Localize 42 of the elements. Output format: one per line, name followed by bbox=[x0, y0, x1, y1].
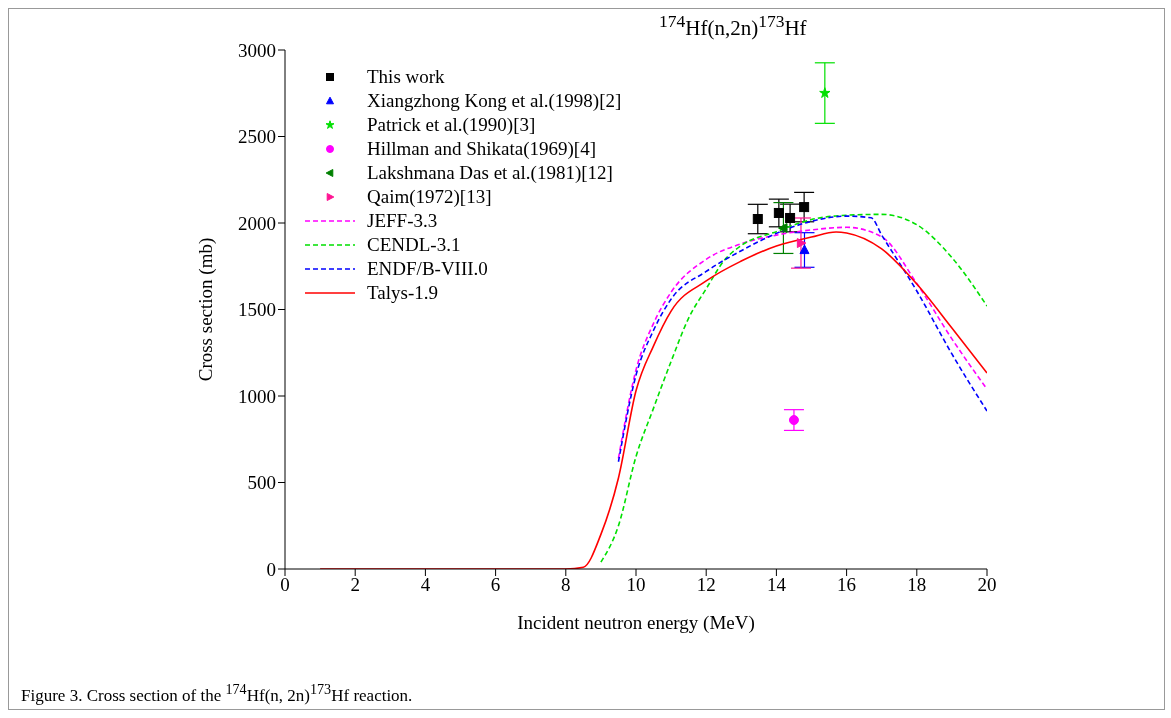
point bbox=[799, 202, 810, 213]
legend-label: Xiangzhong Kong et al.(1998)[2] bbox=[367, 89, 622, 113]
line-series bbox=[600, 213, 987, 563]
point bbox=[819, 87, 831, 98]
x-tick-label: 14 bbox=[766, 574, 787, 596]
point bbox=[799, 244, 810, 255]
point bbox=[788, 415, 799, 426]
y-tick-label: 0 bbox=[266, 558, 276, 580]
point bbox=[773, 207, 784, 218]
caption: Figure 3. Cross section of the $^{174}$Hf(n, 2n)$^{173}$Hf reaction. bbox=[21, 681, 413, 706]
point bbox=[777, 223, 788, 234]
y-tick-label: 1000 bbox=[238, 385, 276, 407]
legend-label: ENDF/B-VIII.0 bbox=[367, 257, 488, 281]
x-tick-label: 2 bbox=[350, 574, 360, 596]
legend-label: Patrick et al.(1990)[3] bbox=[367, 113, 536, 137]
point bbox=[796, 238, 807, 249]
y-tick-label: 1500 bbox=[238, 299, 276, 321]
point bbox=[785, 212, 796, 223]
y-tick-label: 3000 bbox=[238, 39, 276, 61]
legend-label: Hillman and Shikata(1969)[4] bbox=[367, 137, 597, 161]
legend-label: Lakshmana Das et al.(1981)[12] bbox=[367, 161, 613, 185]
y-tick-label: 2500 bbox=[238, 126, 276, 148]
x-tick-label: 8 bbox=[561, 574, 571, 596]
x-axis-title: Incident neutron energy (MeV) bbox=[517, 612, 755, 634]
x-tick-label: 16 bbox=[837, 574, 857, 596]
x-tick-label: 20 bbox=[977, 574, 997, 596]
point bbox=[752, 214, 763, 225]
legend-label: Talys-1.9 bbox=[367, 281, 438, 305]
y-tick-label: 2000 bbox=[238, 212, 276, 234]
x-tick-label: 4 bbox=[420, 574, 431, 596]
legend-label: Qaim(1972)[13] bbox=[367, 185, 492, 209]
y-axis-title: Cross section (mb) bbox=[194, 237, 217, 382]
chart-title: $^{174}$Hf(n,2n)$^{173}$Hf bbox=[659, 11, 807, 41]
legend-label: This work bbox=[367, 65, 445, 89]
legend-label: CENDL-3.1 bbox=[367, 233, 461, 257]
legend-label: JEFF-3.3 bbox=[367, 209, 438, 233]
x-tick-label: 12 bbox=[696, 574, 716, 596]
x-tick-label: 18 bbox=[907, 574, 927, 596]
x-tick-label: 10 bbox=[626, 574, 646, 596]
x-tick-label: 0 bbox=[280, 574, 290, 596]
x-tick-label: 6 bbox=[490, 574, 501, 596]
y-tick-label: 500 bbox=[247, 472, 276, 494]
